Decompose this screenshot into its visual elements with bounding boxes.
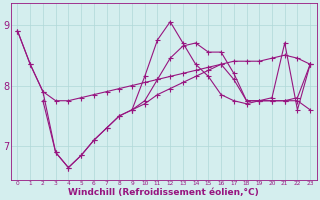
X-axis label: Windchill (Refroidissement éolien,°C): Windchill (Refroidissement éolien,°C) — [68, 188, 259, 197]
